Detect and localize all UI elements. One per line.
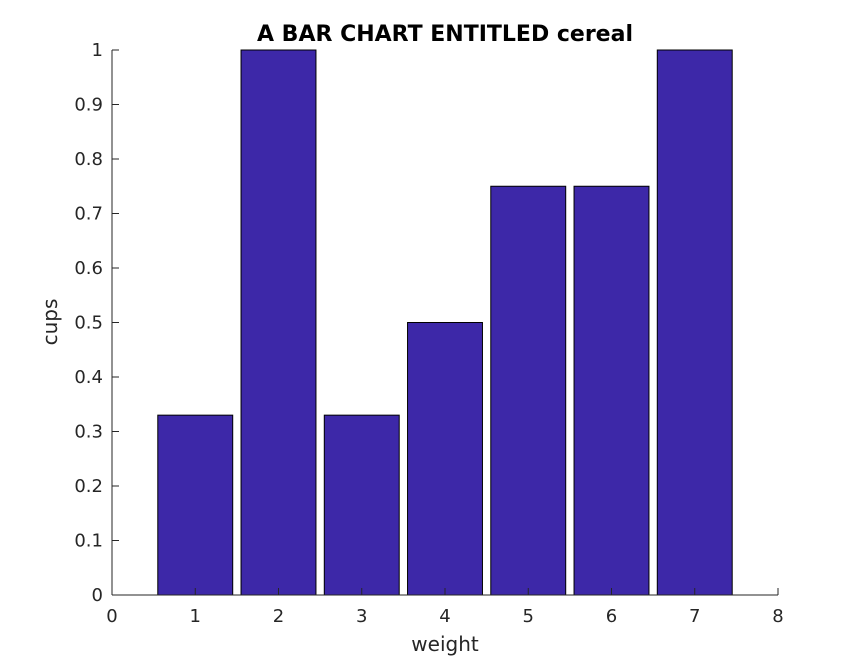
y-tick-label: 0.5 — [74, 313, 103, 334]
x-ticks-group: 0 1 2 3 4 5 6 7 8 — [106, 588, 784, 627]
y-axis-label: cups — [38, 299, 62, 346]
bars-group — [157, 49, 733, 596]
y-tick-label: 0.2 — [74, 476, 103, 497]
bar-3 — [323, 414, 400, 596]
bar-5 — [490, 185, 567, 596]
x-tick-label: 7 — [689, 606, 700, 627]
x-tick-label: 0 — [106, 606, 117, 627]
y-tick-label: 1 — [92, 40, 103, 61]
chart-title: A BAR CHART ENTITLED cereal — [257, 22, 633, 47]
y-tick-label: 0.4 — [74, 367, 103, 388]
bar-1 — [157, 414, 234, 596]
x-tick-label: 8 — [772, 606, 783, 627]
x-tick-label: 2 — [273, 606, 284, 627]
x-axis-label: weight — [411, 632, 479, 656]
y-tick-label: 0.1 — [74, 531, 103, 552]
x-tick-label: 4 — [439, 606, 450, 627]
x-tick-label: 1 — [190, 606, 201, 627]
y-tick-label: 0 — [92, 585, 103, 606]
y-tick-label: 0.7 — [74, 204, 103, 225]
y-tick-label: 0.6 — [74, 258, 103, 279]
bar-2 — [240, 49, 317, 596]
y-tick-label: 0.3 — [74, 422, 103, 443]
y-tick-label: 0.8 — [74, 149, 103, 170]
bar-4 — [407, 322, 483, 596]
y-tick-label: 0.9 — [74, 95, 103, 116]
bar-6 — [573, 185, 650, 596]
y-ticks-group: 0 0.1 0.2 0.3 0.4 0.5 0.6 0.7 0.8 0.9 1 — [74, 40, 119, 606]
x-tick-label: 3 — [356, 606, 367, 627]
bar-7 — [656, 49, 733, 596]
x-tick-label: 5 — [523, 606, 534, 627]
x-tick-label: 6 — [606, 606, 617, 627]
